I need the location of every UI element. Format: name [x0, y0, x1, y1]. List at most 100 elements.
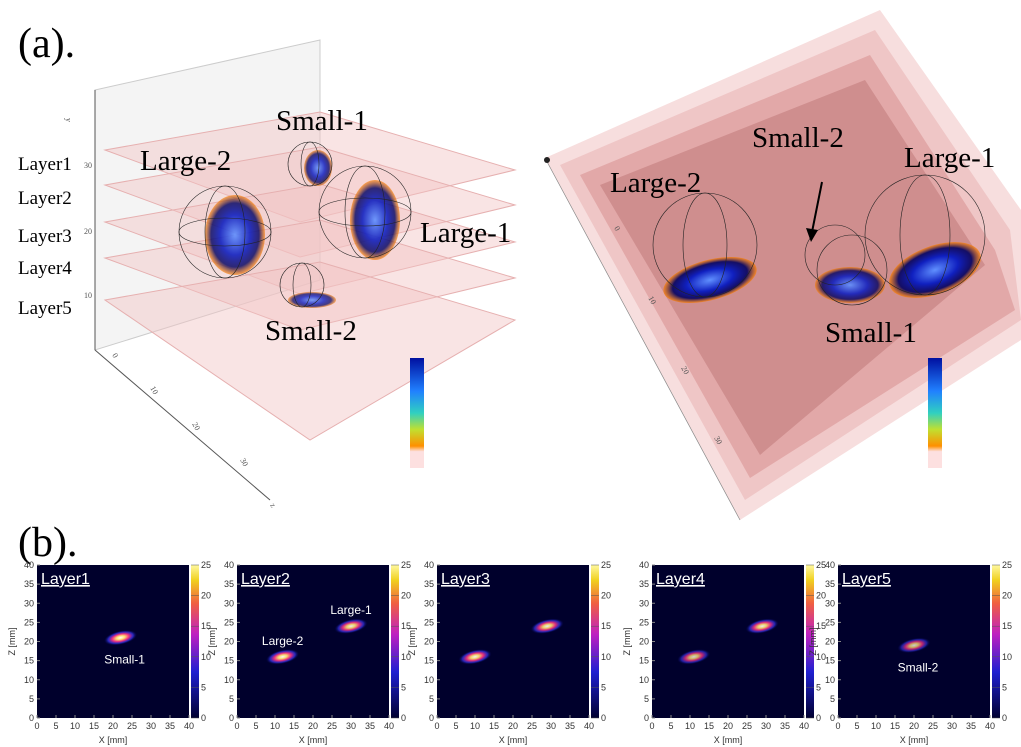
y-tick-label: 25 — [424, 617, 434, 627]
colorbar-tick-label: 25 — [601, 560, 611, 570]
y-tick-label: 40 — [224, 560, 234, 570]
sphere-label: Large-1 — [904, 142, 995, 174]
y-tick-label: 25 — [224, 617, 234, 627]
x-axis-label: X [mm] — [714, 735, 743, 745]
x-tick-label: 5 — [854, 721, 859, 731]
x-tick-label: 30 — [146, 721, 156, 731]
colorbar — [410, 358, 424, 468]
sphere-label: Small-2 — [752, 122, 844, 154]
y-tick-label: 10 — [639, 675, 649, 685]
x-tick-label: 35 — [780, 721, 790, 731]
y-tick-label: 0 — [644, 713, 649, 723]
x-axis-label: X [mm] — [299, 735, 328, 745]
y-axis-label: Z [mm] — [407, 628, 417, 656]
x-tick-label: 20 — [308, 721, 318, 731]
x-tick-label: 40 — [384, 721, 394, 731]
y-tick-label: 35 — [24, 579, 34, 589]
y-tick-label: 25 — [639, 617, 649, 627]
y-axis-label: Z [mm] — [207, 628, 217, 656]
colorbar-tick-label: 5 — [401, 682, 406, 692]
sphere-label: Large-2 — [140, 145, 231, 177]
tick-label: 0 — [110, 352, 120, 360]
colorbar — [992, 565, 1000, 718]
y-tick-label: 15 — [825, 656, 835, 666]
y-axis-label: Z [mm] — [808, 628, 818, 656]
colorbar-tick-label: 0 — [601, 713, 606, 723]
panel-title: Layer1 — [41, 571, 90, 588]
panel-title: Layer5 — [842, 571, 891, 588]
y-tick-label: 15 — [224, 656, 234, 666]
tick-label: 10 — [84, 291, 92, 300]
x-tick-label: 5 — [253, 721, 258, 731]
y-tick-label: 20 — [639, 637, 649, 647]
y-tick-label: 15 — [24, 656, 34, 666]
figure: (a). Layer1 Layer2 Layer3 Layer4 Layer5 … — [0, 0, 1021, 747]
tick-label: 20 — [190, 421, 202, 432]
colorbar-tick-label: 5 — [1002, 682, 1007, 692]
x-tick-label: 25 — [928, 721, 938, 731]
colorbar-tick-label: 20 — [1002, 591, 1012, 601]
y-tick-label: 20 — [24, 637, 34, 647]
x-tick-label: 40 — [985, 721, 995, 731]
x-tick-label: 25 — [327, 721, 337, 731]
sphere-label: Small-1 — [276, 105, 368, 137]
colorbar-tick-label: 25 — [1002, 560, 1012, 570]
tick-label: 30 — [84, 161, 92, 170]
colorbar-tick-label: 25 — [401, 560, 411, 570]
y-tick-label: 35 — [639, 579, 649, 589]
y-tick-label: 15 — [424, 656, 434, 666]
colorbar — [391, 565, 399, 718]
layer-label: Layer5 — [18, 298, 72, 319]
y-tick-label: 20 — [224, 637, 234, 647]
axis-label: z — [268, 502, 278, 510]
x-tick-label: 10 — [871, 721, 881, 731]
x-tick-label: 10 — [685, 721, 695, 731]
y-tick-label: 0 — [830, 713, 835, 723]
colorbar-tick-label: 0 — [1002, 713, 1007, 723]
spot-label: Small-1 — [104, 653, 145, 667]
x-tick-label: 35 — [165, 721, 175, 731]
x-tick-label: 20 — [508, 721, 518, 731]
x-tick-label: 30 — [546, 721, 556, 731]
sphere-label: Large-2 — [610, 167, 701, 199]
x-tick-label: 15 — [704, 721, 714, 731]
y-tick-label: 35 — [224, 579, 234, 589]
x-tick-label: 15 — [289, 721, 299, 731]
colorbar-tick-label: 0 — [401, 713, 406, 723]
colorbar-tick-label: 15 — [601, 621, 611, 631]
colorbar-tick-label: 5 — [816, 682, 821, 692]
tick-label: 20 — [84, 227, 92, 236]
x-tick-label: 10 — [470, 721, 480, 731]
y-tick-label: 30 — [424, 598, 434, 608]
panel-title: Layer3 — [441, 571, 490, 588]
x-tick-label: 5 — [668, 721, 673, 731]
colorbar-tick-label: 20 — [601, 591, 611, 601]
colorbar — [591, 565, 599, 718]
x-tick-label: 25 — [527, 721, 537, 731]
x-tick-label: 15 — [890, 721, 900, 731]
sphere-label: Large-1 — [420, 217, 511, 249]
y-tick-label: 35 — [424, 579, 434, 589]
x-tick-label: 40 — [184, 721, 194, 731]
x-tick-label: 35 — [966, 721, 976, 731]
x-tick-label: 15 — [89, 721, 99, 731]
x-tick-label: 40 — [799, 721, 809, 731]
x-tick-label: 0 — [835, 721, 840, 731]
layer-label: Layer3 — [18, 226, 72, 247]
x-tick-label: 20 — [909, 721, 919, 731]
y-tick-label: 5 — [229, 694, 234, 704]
y-tick-label: 0 — [29, 713, 34, 723]
layer-label: Layer4 — [18, 258, 72, 279]
panel-title: Layer2 — [241, 571, 290, 588]
y-tick-label: 5 — [429, 694, 434, 704]
x-axis-label: X [mm] — [99, 735, 128, 745]
x-tick-label: 20 — [723, 721, 733, 731]
y-tick-label: 10 — [825, 675, 835, 685]
layer-label: Layer1 — [18, 154, 72, 175]
tick-label: 30 — [238, 457, 250, 468]
x-tick-label: 25 — [127, 721, 137, 731]
x-axis-label: X [mm] — [499, 735, 528, 745]
y-tick-label: 5 — [644, 694, 649, 704]
y-tick-label: 30 — [825, 598, 835, 608]
colorbar-tick-label: 0 — [201, 713, 206, 723]
